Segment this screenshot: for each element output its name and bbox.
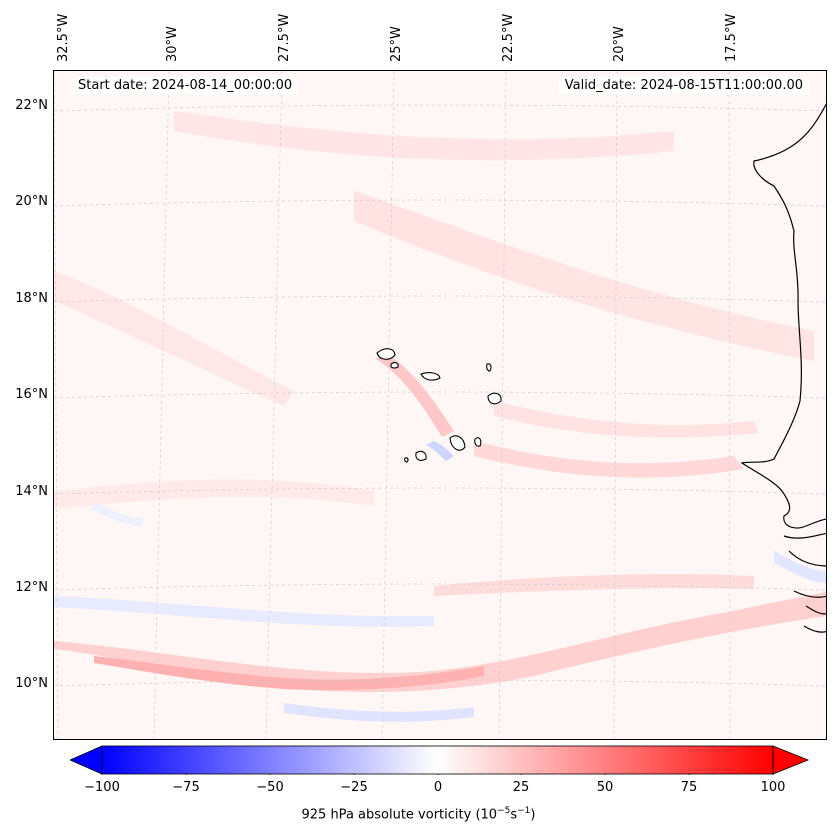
- colorbar-tick-label: −25: [340, 780, 368, 795]
- colorbar-tick-label: −50: [256, 780, 284, 795]
- colorbar-label-exponent-2: −1: [517, 806, 531, 816]
- lat-label-16n: 16°N: [15, 387, 48, 402]
- vorticity-background: [54, 71, 826, 739]
- lon-label-22-5w: 22.5°W: [501, 13, 516, 62]
- colorbar-tick-label: 75: [680, 780, 698, 795]
- lon-label-25w: 25°W: [389, 26, 404, 62]
- map-panel: [53, 70, 827, 740]
- lon-label-17-5w: 17.5°W: [724, 13, 739, 62]
- lat-label-18n: 18°N: [15, 291, 48, 306]
- colorbar-tick-label: −100: [84, 780, 120, 795]
- vorticity-positive-bands: [54, 111, 826, 692]
- colorbar-max-extend: [772, 745, 810, 775]
- colorbar-tick-label: 25: [512, 780, 530, 795]
- colorbar-min-extend: [70, 745, 103, 775]
- vorticity-negative-bands: [54, 441, 826, 722]
- lat-label-14n: 14°N: [15, 484, 48, 499]
- colorbar: [70, 745, 810, 775]
- lat-label-20n: 20°N: [15, 194, 48, 209]
- lon-label-27-5w: 27.5°W: [277, 13, 292, 62]
- colorbar-tick-label: 50: [596, 780, 614, 795]
- colorbar-label: 925 hPa absolute vorticity (10−5s−1): [0, 806, 837, 822]
- colorbar-label-exponent-1: −5: [497, 806, 511, 816]
- start-date-label: Start date: 2024-08-14_00:00:00: [72, 77, 299, 94]
- lat-label-10n: 10°N: [15, 676, 48, 691]
- valid-date-label: Valid_date: 2024-08-15T11:00:00.00: [558, 77, 809, 94]
- colorbar-tick-label: −75: [172, 780, 200, 795]
- coastline: [740, 103, 826, 633]
- colorbar-label-suffix: ): [530, 807, 536, 823]
- colorbar-tick-label: 100: [760, 780, 786, 795]
- lon-label-30w: 30°W: [165, 26, 180, 62]
- lat-label-22n: 22°N: [15, 98, 48, 113]
- vorticity-map: [54, 71, 826, 739]
- lon-label-32-5w: 32.5°W: [56, 13, 71, 62]
- map-gridlines: [54, 71, 826, 739]
- lon-label-20w: 20°W: [612, 26, 627, 62]
- colorbar-label-prefix: 925 hPa absolute vorticity (10: [301, 807, 498, 823]
- cape-verde-islands: [376, 348, 502, 463]
- colorbar-tick-label: 0: [433, 780, 443, 795]
- lat-label-12n: 12°N: [15, 580, 48, 595]
- colorbar-gradient: [101, 745, 774, 775]
- colorbar-label-mid: s: [510, 807, 518, 823]
